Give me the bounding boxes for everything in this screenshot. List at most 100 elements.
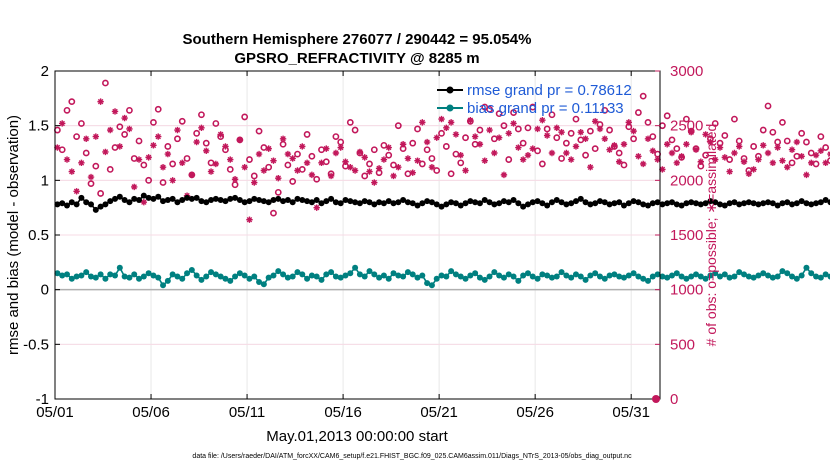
rmse-point [760, 200, 767, 207]
obs-assimilated-point [784, 164, 791, 171]
obs-assimilated-point [294, 167, 301, 174]
obs-possible-point [538, 160, 546, 168]
bias-point [587, 272, 594, 279]
bias-point [673, 270, 680, 277]
rmse-point [630, 198, 637, 205]
obs-assimilated-point [356, 148, 364, 156]
x-tick-label: 05/31 [612, 404, 650, 421]
bias-point [284, 274, 291, 281]
bias-point [558, 269, 565, 276]
obs-assimilated-point [116, 143, 124, 150]
bias-point [712, 270, 719, 277]
rmse-point [88, 201, 95, 208]
obs-possible-point [385, 151, 393, 159]
obs-assimilated-point [654, 156, 661, 163]
rmse-point [793, 200, 800, 207]
rmse-point [404, 199, 411, 206]
bias-point [150, 272, 157, 279]
obs-assimilated-point [543, 132, 551, 139]
bias-point [568, 274, 575, 281]
bias-point [64, 271, 71, 278]
rmse-point [697, 201, 704, 208]
obs-assimilated-point [668, 149, 676, 157]
bias-point [265, 274, 272, 281]
bias-point [817, 274, 824, 281]
obs-possible-point [798, 129, 806, 137]
obs-possible-point [370, 146, 378, 154]
rmse-point [184, 194, 191, 201]
bias-point [184, 270, 191, 277]
bias-point [323, 271, 330, 278]
obs-assimilated-point [572, 143, 580, 150]
y-left-tick-label: -0.5 [23, 336, 49, 353]
rmse-point [78, 194, 85, 201]
obs-assimilated-point [241, 164, 248, 171]
obs-possible-point [548, 111, 556, 119]
obs-possible-point [601, 106, 609, 114]
bias-point [717, 273, 724, 280]
bias-point [769, 274, 776, 281]
bias-point [251, 273, 258, 280]
obs-assimilated-point [755, 156, 762, 163]
obs-assimilated-point [428, 164, 436, 171]
bias-point [500, 274, 507, 281]
obs-assimilated-point [279, 135, 287, 142]
rmse-point [145, 194, 152, 201]
rmse-point [817, 199, 824, 206]
rmse-point [827, 199, 830, 206]
rmse-point [150, 195, 157, 202]
bias-point [414, 274, 421, 281]
obs-assimilated-point [318, 159, 325, 167]
rmse-point [121, 197, 128, 204]
rmse-point [83, 199, 90, 206]
y-left-tick-label: 1.5 [28, 118, 49, 135]
bias-point [765, 272, 772, 279]
bias-point [356, 271, 363, 278]
legend-rmse-marker [446, 86, 454, 94]
bias-point [640, 275, 647, 282]
obs-assimilated-point [625, 119, 632, 126]
rmse-point [798, 198, 805, 205]
bias-point [68, 275, 75, 282]
obs-assimilated-point [395, 164, 402, 171]
rmse-point [203, 199, 210, 206]
bias-point [361, 273, 368, 280]
obs-possible-point [630, 135, 637, 143]
obs-assimilated-point [107, 126, 114, 134]
obs-assimilated-layer [54, 98, 830, 223]
obs-possible-point [702, 151, 710, 159]
rmse-point [59, 200, 66, 207]
obs-assimilated-point [371, 179, 378, 186]
rmse-point [750, 200, 757, 207]
bias-point [54, 270, 61, 277]
obs-assimilated-point [332, 149, 340, 157]
bias-point [813, 273, 820, 280]
rmse-point [280, 198, 287, 205]
rmse-point [265, 199, 272, 206]
y-left-tick-label: -1 [36, 391, 49, 408]
rmse-point [755, 201, 762, 208]
obs-assimilated-point [803, 171, 810, 179]
obs-assimilated-point [702, 131, 709, 138]
x-axis-label: May.01,2013 00:00:00 start [266, 428, 448, 445]
rmse-point [208, 197, 215, 204]
obs-possible-point [495, 110, 503, 118]
obs-assimilated-point [351, 167, 359, 174]
obs-assimilated-point [467, 117, 474, 124]
rmse-point [68, 199, 75, 206]
rmse-point [275, 195, 282, 202]
bias-point [294, 269, 301, 276]
obs-possible-point [606, 126, 613, 134]
obs-possible-point [183, 155, 191, 162]
bias-point [236, 270, 243, 277]
bias-point [601, 275, 608, 282]
obs-assimilated-point [111, 108, 119, 115]
obs-assimilated-point [500, 171, 508, 179]
obs-assimilated-point [606, 146, 613, 153]
bias-point [697, 273, 704, 280]
obs-assimilated-point [707, 138, 714, 146]
bias-point [208, 269, 215, 276]
obs-possible-point [169, 160, 177, 168]
bias-point [328, 269, 335, 276]
